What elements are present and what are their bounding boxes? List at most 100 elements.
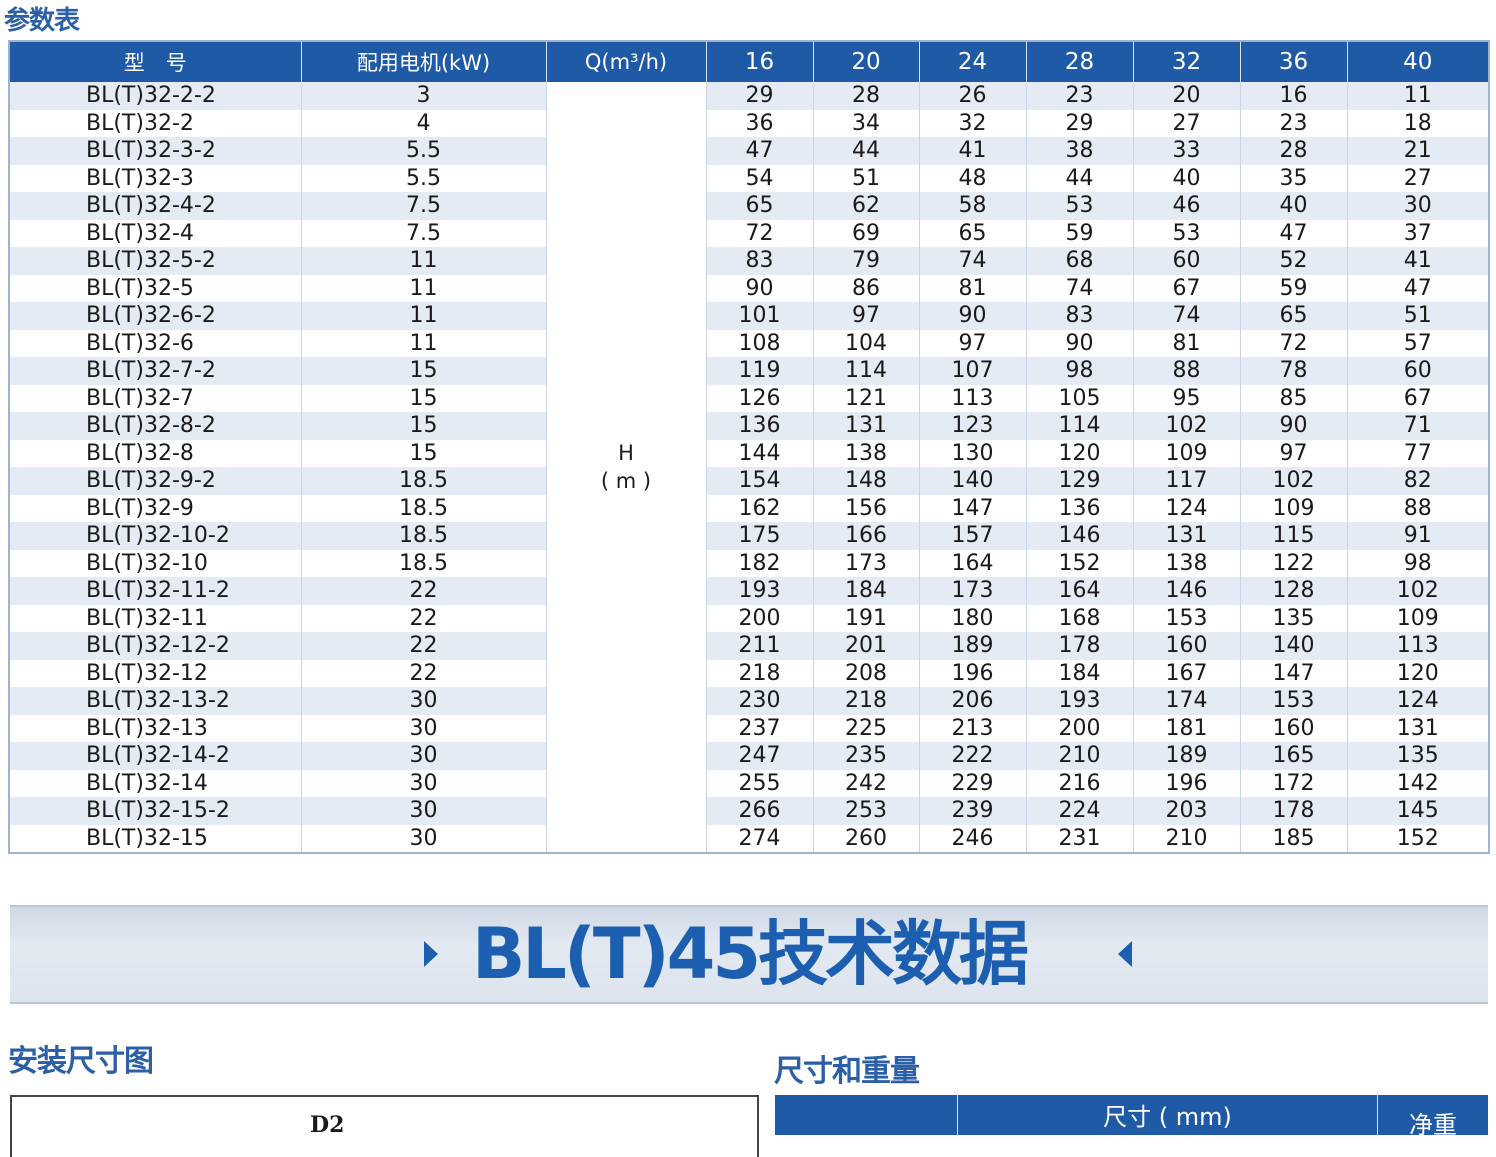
value-cell: 126 [706, 384, 814, 412]
value-cell: 74 [1026, 274, 1134, 302]
value-cell: 138 [813, 439, 920, 467]
value-cell: 11 [301, 247, 547, 275]
value-cell: 181 [1133, 714, 1241, 742]
value-cell: 7.5 [301, 219, 547, 247]
value-cell: 18.5 [301, 467, 547, 495]
value-cell: 184 [1026, 659, 1134, 687]
value-cell: 117 [1133, 467, 1241, 495]
value-cell: 191 [813, 604, 920, 632]
value-cell: 37 [1347, 219, 1490, 247]
value-cell: 7.5 [301, 192, 547, 220]
value-cell: 123 [919, 412, 1027, 440]
value-cell: 15 [301, 412, 547, 440]
head-label: H [618, 441, 634, 465]
value-cell: 44 [813, 137, 920, 165]
value-cell: 196 [919, 659, 1027, 687]
value-cell: 193 [1026, 687, 1134, 715]
value-cell: 131 [1133, 522, 1241, 550]
value-cell: 154 [706, 467, 814, 495]
value-cell: 274 [706, 824, 814, 853]
value-cell: 109 [1133, 439, 1241, 467]
model-cell: BL(T)32-14 [9, 769, 302, 797]
header-cell: 净重 [1409, 1111, 1457, 1139]
value-cell: 34 [813, 109, 920, 137]
model-cell: BL(T)32-15-2 [9, 797, 302, 825]
table-row: BL(T)32-10 18.5 182 173 164 152 138 122 98 [9, 549, 1490, 577]
value-cell: 180 [919, 604, 1027, 632]
value-cell: 142 [1347, 769, 1490, 797]
value-cell: 102 [1240, 467, 1348, 495]
model-cell: BL(T)32-12-2 [9, 632, 302, 660]
value-cell: 18.5 [301, 549, 547, 577]
value-cell: 74 [919, 247, 1027, 275]
table-row: BL(T)32-5 11 90 86 81 74 67 59 47 [9, 274, 1490, 302]
value-cell: 101 [706, 302, 814, 330]
value-cell: 78 [1240, 357, 1348, 385]
dimensions-header: 尺寸 ( mm) 净重 [775, 1095, 1488, 1139]
value-cell: 83 [706, 247, 814, 275]
value-cell: 200 [706, 604, 814, 632]
value-cell: 185 [1240, 824, 1348, 853]
value-cell: 41 [919, 137, 1027, 165]
model-cell: BL(T)32-13-2 [9, 687, 302, 715]
value-cell: 90 [919, 302, 1027, 330]
value-cell: 229 [919, 769, 1027, 797]
value-cell: 247 [706, 742, 814, 770]
value-cell: 210 [1026, 742, 1134, 770]
value-cell: 218 [706, 659, 814, 687]
table-row: BL(T)32-14 30 255 242 229 216 196 172 142 [9, 769, 1490, 797]
table-row: BL(T)32-3-2 5.5 47 44 41 38 33 28 21 [9, 137, 1490, 165]
value-cell: 98 [1347, 549, 1490, 577]
value-cell: 30 [301, 797, 547, 825]
arrow-left [1118, 941, 1132, 967]
value-cell: 67 [1347, 384, 1490, 412]
value-cell: 200 [1026, 714, 1134, 742]
value-cell: 104 [813, 329, 920, 357]
header-row: 型 号配用电机(kW) Q(m³/h) 16 20 24 28 32 36 40 [9, 41, 1490, 82]
value-cell: 11 [301, 274, 547, 302]
value-cell: 98 [1026, 357, 1134, 385]
value-cell: 81 [1133, 329, 1241, 357]
value-cell: 33 [1133, 137, 1241, 165]
header-cell: 24 [919, 41, 1027, 82]
value-cell: 255 [706, 769, 814, 797]
table-row: BL(T)32-8 15 144 138 130 120 109 97 77 [9, 439, 1490, 467]
table-row: BL(T)32-7 15 126 121 113 105 95 85 67 [9, 384, 1490, 412]
value-cell: 68 [1026, 247, 1134, 275]
value-cell: 201 [813, 632, 920, 660]
value-cell: 173 [813, 549, 920, 577]
value-cell: 97 [919, 329, 1027, 357]
value-cell: 147 [919, 494, 1027, 522]
table-row: BL(T)32-2-2 3 H( m ) 29 28 26 23 20 16 11 [9, 82, 1490, 853]
value-cell: 82 [1347, 467, 1490, 495]
value-cell: 15 [301, 357, 547, 385]
value-cell: 136 [1026, 494, 1134, 522]
value-cell: 253 [813, 797, 920, 825]
value-cell: 32 [919, 109, 1027, 137]
table-row: BL(T)32-8-2 15 136 131 123 114 102 90 71 [9, 412, 1490, 440]
value-cell: 122 [1240, 549, 1348, 577]
value-cell: 29 [1026, 109, 1134, 137]
value-cell: 11 [1347, 82, 1490, 110]
value-cell: 157 [919, 522, 1027, 550]
value-cell: 22 [301, 604, 547, 632]
table-row: BL(T)32-3 5.5 54 51 48 44 40 35 27 [9, 164, 1490, 192]
value-cell: 20 [1133, 82, 1241, 110]
value-cell: 152 [1026, 549, 1134, 577]
value-cell: 23 [1240, 109, 1348, 137]
value-cell: 21 [1347, 137, 1490, 165]
value-cell: 208 [813, 659, 920, 687]
model-cell: BL(T)32-10-2 [9, 522, 302, 550]
header-cell: 28 [1026, 41, 1134, 82]
value-cell: 90 [1026, 329, 1134, 357]
model-cell: BL(T)32-15 [9, 824, 302, 853]
value-cell: 213 [919, 714, 1027, 742]
value-cell: 165 [1240, 742, 1348, 770]
value-cell: 65 [919, 219, 1027, 247]
model-cell: BL(T)32-13 [9, 714, 302, 742]
value-cell: 135 [1240, 604, 1348, 632]
table-row: BL(T)32-2 4 36 34 32 29 27 23 18 [9, 109, 1490, 137]
model-cell: BL(T)32-6 [9, 329, 302, 357]
value-cell: 95 [1133, 384, 1241, 412]
value-cell: 160 [1133, 632, 1241, 660]
